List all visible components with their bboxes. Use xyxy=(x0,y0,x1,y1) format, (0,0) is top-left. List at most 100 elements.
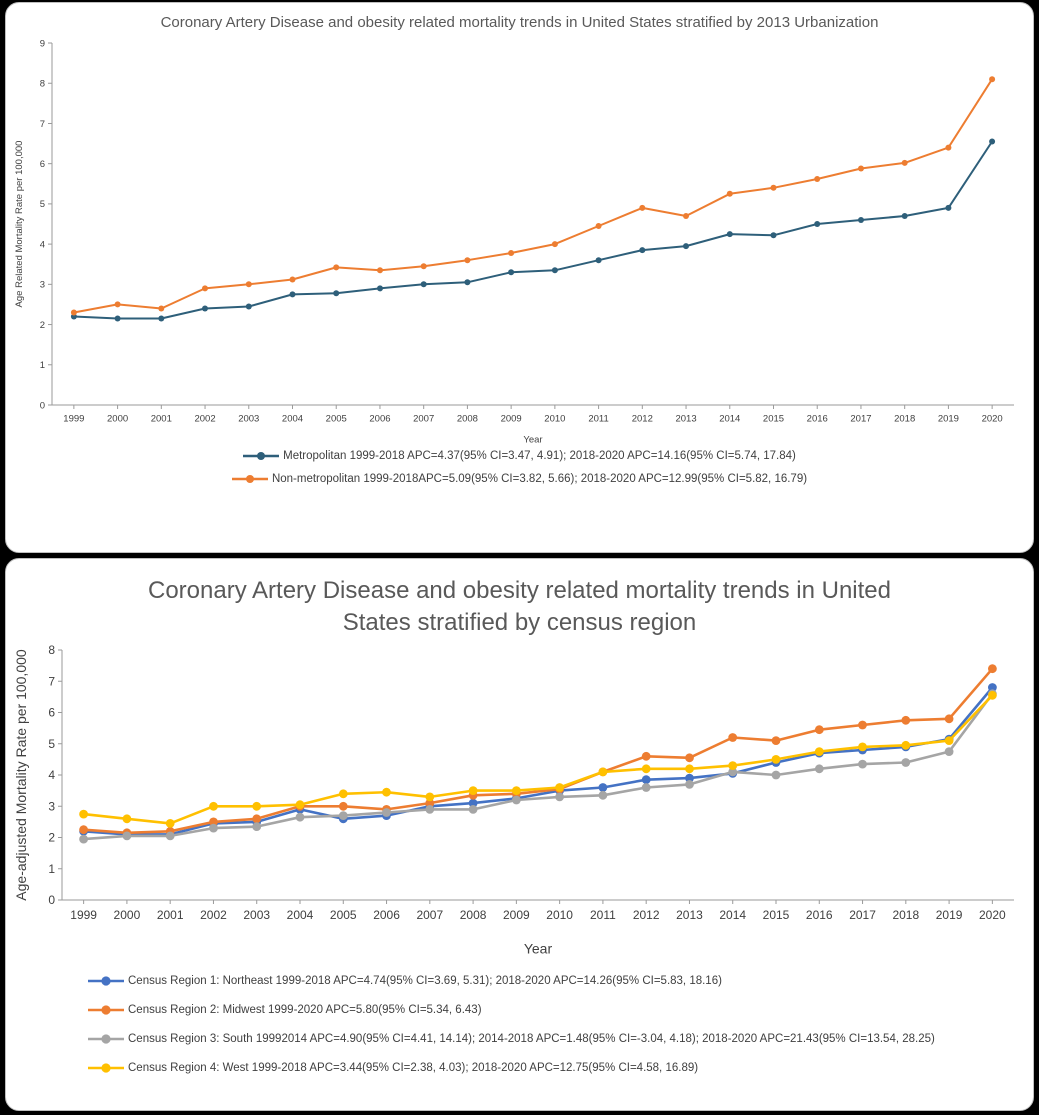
legend-marker-icon xyxy=(243,452,280,461)
data-point xyxy=(468,804,477,814)
legend-marker-icon xyxy=(231,475,268,484)
y-tick-label: 3 xyxy=(39,280,44,291)
data-point xyxy=(424,804,434,814)
x-tick-label: 2011 xyxy=(590,908,616,922)
data-point xyxy=(424,798,434,808)
data-point xyxy=(598,782,607,792)
data-point xyxy=(771,770,780,780)
data-point xyxy=(554,792,564,802)
census-region-legend: Census Region 1: Northeast 1999-2018 APC… xyxy=(6,974,1033,1075)
data-point xyxy=(78,809,88,819)
y-tick-label: 8 xyxy=(39,79,44,90)
x-tick-label: 2007 xyxy=(416,908,443,922)
data-point xyxy=(987,682,997,692)
data-point xyxy=(638,205,645,212)
data-point xyxy=(857,720,867,730)
data-point xyxy=(507,250,514,257)
data-point xyxy=(463,279,470,286)
x-tick-label: 2018 xyxy=(892,908,919,922)
data-point xyxy=(381,787,391,797)
x-tick-label: 2015 xyxy=(762,908,789,922)
data-point xyxy=(684,779,694,789)
series-line xyxy=(83,692,993,841)
data-point xyxy=(641,751,651,761)
x-tick-label: 2017 xyxy=(849,908,876,922)
data-point xyxy=(684,773,694,783)
x-tick-label: 2009 xyxy=(500,414,521,425)
data-point xyxy=(78,825,88,834)
series-line xyxy=(73,141,993,320)
y-tick-label: 1 xyxy=(39,360,44,371)
data-point xyxy=(208,801,218,811)
legend-dot xyxy=(101,976,111,986)
legend-dot xyxy=(101,1034,111,1044)
x-tick-label: 2018 xyxy=(894,414,915,425)
data-point xyxy=(814,725,824,734)
series-line xyxy=(83,686,993,836)
data-point xyxy=(598,790,607,800)
data-point xyxy=(595,223,602,230)
data-point xyxy=(813,221,820,228)
data-point xyxy=(684,764,694,773)
series-line xyxy=(83,667,993,834)
x-tick-label: 2020 xyxy=(981,414,1002,425)
x-tick-label: 2002 xyxy=(194,414,215,425)
data-point xyxy=(813,176,820,183)
y-tick-label: 4 xyxy=(48,768,55,782)
data-point xyxy=(857,165,864,172)
urbanization-line-chart: 0 1 2 3 4 5 6 7 8 9 1999 2000 2001 2002 2003 2004 2005 20… xyxy=(14,39,1014,446)
x-tick-label: 1999 xyxy=(63,414,84,425)
data-point xyxy=(114,301,121,308)
y-tick-label: 7 xyxy=(39,119,44,130)
x-tick-label: 2011 xyxy=(588,414,608,425)
x-tick-label: 2013 xyxy=(675,414,696,425)
data-point xyxy=(684,753,694,762)
y-tick-label: 7 xyxy=(48,674,55,688)
data-point xyxy=(424,792,434,802)
y-axis-title: Age Related Mortality Rate per 100,000 xyxy=(14,141,25,308)
data-point xyxy=(251,814,261,823)
census-region-chart-panel: Coronary Artery Disease and obesity rela… xyxy=(5,558,1034,1111)
data-point xyxy=(295,812,304,822)
y-tick-label: 2 xyxy=(48,830,55,844)
x-tick-label: 2008 xyxy=(456,414,477,425)
x-tick-label: 2000 xyxy=(113,908,140,922)
urbanization-chart-panel: Coronary Artery Disease and obesity rela… xyxy=(5,2,1034,553)
legend-dot xyxy=(101,1005,111,1015)
legend-marker-icon xyxy=(88,1005,124,1015)
y-tick-label: 2 xyxy=(39,320,44,331)
data-point xyxy=(944,746,953,756)
data-point xyxy=(682,243,689,250)
y-tick-label: 0 xyxy=(48,893,55,907)
y-tick-label: 8 xyxy=(48,643,55,657)
data-point xyxy=(554,782,564,792)
data-point xyxy=(726,231,733,238)
data-point xyxy=(598,767,607,777)
data-point xyxy=(551,241,558,248)
x-tick-label: 1999 xyxy=(70,908,97,922)
data-point xyxy=(814,764,824,773)
legend-label: Census Region 2: Midwest 1999-2020 APC=5… xyxy=(128,1003,482,1016)
y-tick-label: 6 xyxy=(39,159,44,170)
census-region-chart-title: Coronary Artery Disease and obesity rela… xyxy=(147,577,891,637)
data-point xyxy=(468,798,477,808)
legend-label: Census Region 1: Northeast 1999-2018 APC… xyxy=(128,974,722,987)
y-tick-label: 9 xyxy=(39,39,44,50)
legend-marker-icon xyxy=(88,1034,124,1044)
y-tick-label: 1 xyxy=(48,862,55,876)
x-tick-label: 2004 xyxy=(286,908,313,922)
data-point xyxy=(332,290,339,297)
y-tick-label: 6 xyxy=(48,705,55,719)
legend-marker-icon xyxy=(88,976,124,986)
data-point xyxy=(901,160,908,167)
data-point xyxy=(122,814,131,823)
x-tick-label: 2010 xyxy=(544,414,565,425)
data-point xyxy=(987,664,997,673)
x-tick-label: 2007 xyxy=(413,414,434,425)
x-tick-label: 2014 xyxy=(719,908,746,922)
data-point xyxy=(245,281,252,288)
x-tick-label: 2010 xyxy=(546,908,573,922)
data-point xyxy=(641,782,651,792)
data-point xyxy=(771,754,780,764)
data-point xyxy=(165,818,175,828)
